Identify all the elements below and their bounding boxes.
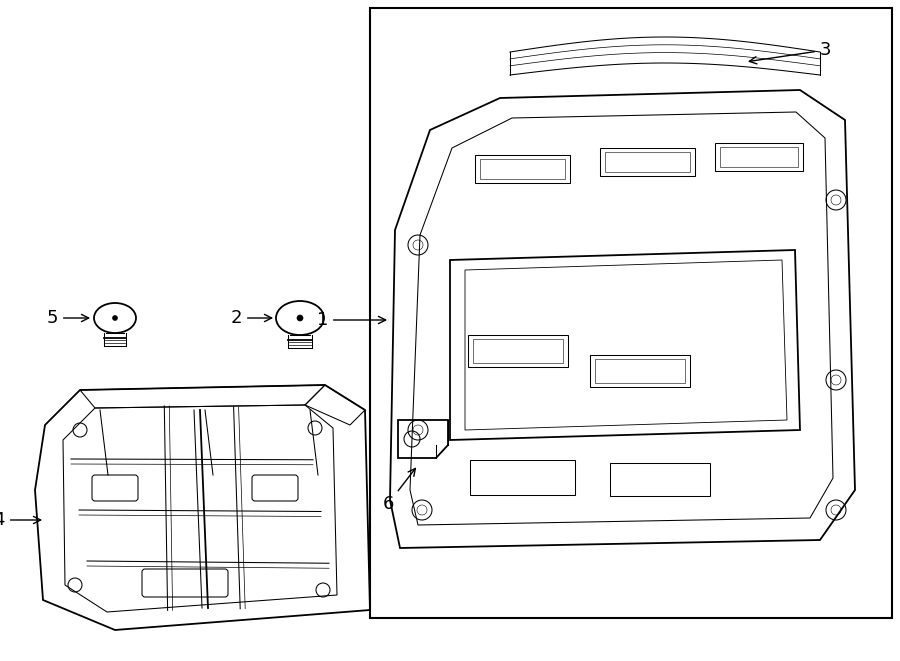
Bar <box>370 8 892 618</box>
Text: 2: 2 <box>230 309 272 327</box>
Text: 1: 1 <box>317 311 386 329</box>
Text: 3: 3 <box>750 41 832 64</box>
Circle shape <box>112 315 118 321</box>
Text: 6: 6 <box>382 469 416 513</box>
Text: 5: 5 <box>47 309 89 327</box>
Circle shape <box>297 315 303 321</box>
Text: 4: 4 <box>0 511 40 529</box>
